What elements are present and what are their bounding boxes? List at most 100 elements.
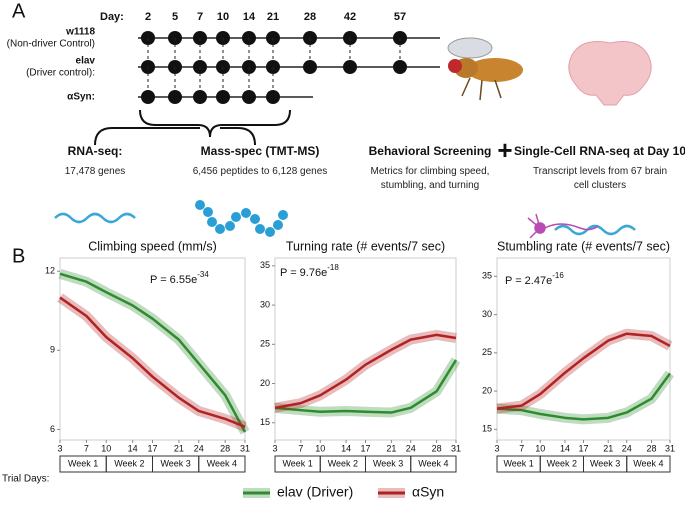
x-tick-label: 31	[665, 443, 675, 453]
rna-icon	[554, 224, 636, 236]
chart-title: Stumbling rate (# events/7 sec)	[497, 239, 670, 253]
row-label: αSyn:	[67, 92, 95, 103]
x-axis-label: Trial Days:	[2, 474, 49, 485]
y-tick-label: 25	[482, 347, 492, 357]
x-tick-label: 14	[341, 443, 351, 453]
p-value-base: P = 9.76e	[280, 267, 327, 279]
day-label: 14	[243, 11, 256, 23]
week-label: Week 3	[590, 458, 620, 468]
x-tick-label: 24	[622, 443, 632, 453]
sample-dot	[242, 90, 256, 104]
x-tick-label: 14	[128, 443, 138, 453]
week-label: Week 4	[418, 458, 448, 468]
brain-icon	[568, 41, 652, 106]
trend-line	[274, 359, 458, 414]
bracket	[94, 127, 256, 146]
sample-dot	[216, 90, 230, 104]
week-box	[626, 455, 671, 473]
p-value-base: P = 2.47e	[505, 275, 552, 287]
method-title: Mass-spec (TMT-MS)	[201, 144, 320, 158]
plus-sign: +	[497, 135, 512, 165]
row-note: (Non-driver Control)	[7, 39, 95, 50]
x-tick-label: 10	[101, 443, 111, 453]
week-label: Week 1	[68, 458, 98, 468]
y-tick-label: 25	[260, 339, 270, 349]
x-tick-label: 17	[147, 443, 157, 453]
x-tick-label: 31	[451, 443, 461, 453]
chart-title: Turning rate (# events/7 sec)	[286, 239, 445, 253]
day-label: 5	[172, 11, 178, 23]
x-tick-label: 21	[174, 443, 184, 453]
x-tick-label: 28	[220, 443, 230, 453]
x-tick-label: 28	[646, 443, 656, 453]
week-label: Week 2	[114, 458, 144, 468]
trend-line	[59, 296, 246, 428]
x-tick-label: 17	[578, 443, 588, 453]
x-tick-label: 3	[57, 443, 62, 453]
method-detail: 17,478 genes	[64, 166, 126, 177]
sample-dot	[168, 90, 182, 104]
week-label: Week 1	[503, 458, 533, 468]
y-tick-label: 30	[482, 309, 492, 319]
p-value-exponent: -16	[552, 271, 564, 280]
p-value: P = 2.47e-16	[505, 271, 564, 287]
confidence-band	[58, 269, 250, 435]
x-tick-label: 3	[494, 443, 499, 453]
legend-label: αSyn	[412, 484, 444, 500]
x-tick-label: 21	[603, 443, 613, 453]
week-label: Week 3	[160, 458, 190, 468]
panel-label: A	[12, 0, 26, 22]
method-title: Single-Cell RNA-seq at Day 10	[514, 144, 685, 158]
fly-icon	[447, 37, 523, 101]
row-label: w1118	[65, 27, 95, 38]
x-tick-label: 7	[84, 443, 89, 453]
x-tick-label: 7	[519, 443, 524, 453]
row-note: (Driver control):	[26, 68, 95, 79]
p-value-exponent: -18	[327, 263, 339, 272]
sample-dot	[393, 60, 407, 74]
trend-line	[59, 272, 247, 433]
week-label: Week 4	[207, 458, 237, 468]
sample-dot	[343, 60, 357, 74]
x-tick-label: 21	[386, 443, 396, 453]
x-tick-label: 28	[432, 443, 442, 453]
y-tick-label: 35	[260, 260, 270, 270]
y-tick-label: 15	[482, 424, 492, 434]
x-tick-label: 14	[560, 443, 570, 453]
x-tick-label: 31	[240, 443, 250, 453]
trend-line	[496, 372, 672, 421]
legend-label: elav (Driver)	[277, 484, 353, 500]
trend-line	[274, 333, 457, 410]
y-tick-label: 35	[482, 271, 492, 281]
y-tick-label: 6	[50, 424, 55, 434]
p-value: P = 9.76e-18	[280, 263, 339, 279]
week-label: Week 3	[373, 458, 403, 468]
day-label: 7	[197, 11, 203, 23]
row-label: elav	[76, 56, 96, 67]
day-label: 28	[304, 11, 316, 23]
day-label: 2	[145, 11, 151, 23]
y-tick-label: 30	[260, 299, 270, 309]
sample-dot	[303, 60, 317, 74]
y-tick-label: 15	[260, 417, 270, 427]
method-title: Behavioral Screening	[369, 144, 492, 158]
x-tick-label: 10	[315, 443, 325, 453]
sample-dot	[266, 90, 280, 104]
method-detail: 6,456 peptides to 6,128 genes	[192, 166, 328, 177]
week-label: Week 2	[328, 458, 358, 468]
panel-label: B	[12, 245, 25, 267]
week-label: Week 2	[547, 458, 577, 468]
method-detail: Transcript levels from 67 brain cell clu…	[532, 166, 668, 191]
p-value-base: P = 6.55e	[150, 274, 197, 286]
y-tick-label: 12	[45, 266, 55, 276]
x-tick-label: 3	[272, 443, 277, 453]
x-tick-label: 24	[406, 443, 416, 453]
x-tick-label: 7	[298, 443, 303, 453]
y-tick-label: 9	[50, 345, 55, 355]
sample-dot	[141, 90, 155, 104]
y-tick-label: 20	[482, 385, 492, 395]
confidence-band	[496, 370, 675, 425]
x-tick-label: 10	[535, 443, 545, 453]
